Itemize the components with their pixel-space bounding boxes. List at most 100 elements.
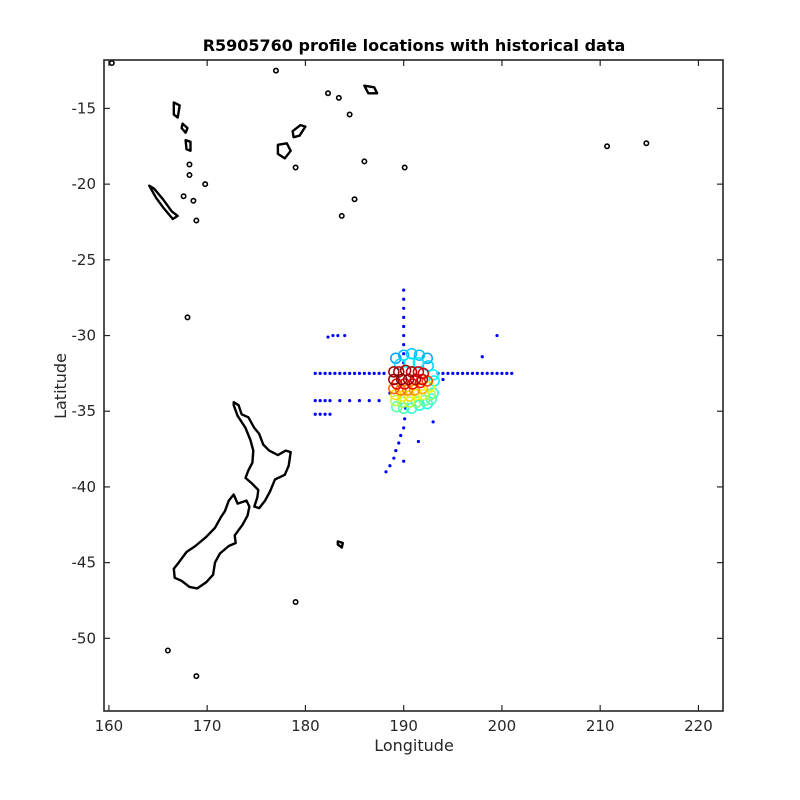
island-outline (202, 181, 209, 188)
historical-point (394, 449, 398, 453)
coastline-outline (172, 101, 181, 119)
coastline-outline (336, 540, 344, 549)
profile-point (388, 373, 400, 386)
x-tick-label: 160 (95, 717, 124, 735)
historical-point (357, 371, 362, 375)
historical-point (402, 315, 406, 319)
historical-point (377, 371, 381, 375)
historical-point (372, 371, 376, 375)
historical-point (446, 371, 450, 375)
island-outline (604, 143, 611, 150)
historical-point (367, 371, 371, 375)
coastline-outline (291, 123, 307, 139)
island-outline (325, 90, 332, 97)
historical-point (505, 371, 509, 375)
historical-point (328, 371, 332, 375)
historical-point (456, 371, 460, 375)
historical-point (352, 371, 357, 375)
historical-point (470, 371, 475, 375)
profile-point (417, 367, 430, 380)
y-tick-label: -20 (72, 175, 97, 193)
profile-point (402, 373, 415, 386)
historical-point (348, 399, 352, 403)
historical-point (333, 371, 337, 375)
x-tick-label: 200 (488, 717, 517, 735)
x-tick-label: 170 (193, 717, 222, 735)
historical-point (318, 412, 322, 416)
island-outline (346, 111, 353, 118)
island-outline (401, 164, 408, 171)
profile-point (409, 373, 422, 386)
x-tick-label: 180 (291, 717, 320, 735)
historical-point (362, 371, 366, 375)
historical-point (338, 399, 342, 403)
chart-title: R5905760 profile locations with historic… (203, 36, 626, 55)
island-outline (292, 598, 299, 605)
historical-point (343, 333, 347, 338)
historical-point (416, 439, 421, 444)
historical-point (318, 399, 322, 403)
x-tick-label: 190 (389, 717, 418, 735)
island-outline (184, 314, 191, 321)
coastline-outline (363, 84, 379, 95)
historical-point (495, 371, 499, 375)
x-tick-label: 210 (586, 717, 615, 735)
historical-point (397, 441, 401, 445)
island-outline (190, 197, 197, 204)
y-tick-label: -30 (72, 327, 97, 345)
profile-point (424, 388, 436, 401)
float-profiles (388, 347, 440, 414)
historical-point (326, 335, 330, 339)
profile-point (417, 388, 430, 401)
historical-point (441, 377, 445, 382)
y-tick-label: -40 (72, 478, 97, 496)
coastline-outline (180, 122, 189, 134)
historical-point (402, 288, 406, 292)
historical-point (480, 371, 484, 375)
historical-point (382, 371, 386, 375)
historical-point (480, 355, 484, 359)
historical-point (331, 333, 335, 338)
historical-point (357, 399, 362, 403)
historical-point (500, 371, 504, 375)
historical-point (475, 371, 479, 375)
historical-point (313, 371, 317, 375)
island-outline (361, 158, 368, 165)
profile-point (416, 373, 429, 386)
historical-point (384, 470, 388, 474)
historical-point (402, 297, 406, 301)
island-outline (351, 196, 358, 203)
historical-point (402, 352, 406, 356)
historical-point (402, 333, 406, 338)
island-outline (193, 673, 200, 680)
island-outline (292, 164, 299, 171)
y-tick-label: -50 (72, 629, 97, 647)
historical-point (402, 324, 406, 329)
historical-point (338, 371, 342, 375)
historical-point (431, 420, 435, 424)
island-outline (108, 60, 115, 67)
axes-frame (103, 59, 724, 712)
y-tick-label: -25 (72, 251, 97, 269)
island-outline (193, 217, 200, 224)
profile-point (390, 352, 402, 364)
historical-point (510, 371, 514, 375)
x-tick-label: 220 (684, 717, 713, 735)
historical-point (392, 456, 396, 460)
historical-point (441, 371, 445, 375)
historical-point (461, 371, 465, 375)
profile-point (421, 352, 434, 364)
historical-point (403, 417, 407, 421)
island-outline (186, 161, 193, 168)
historical-point (490, 371, 494, 375)
historical-point (323, 412, 327, 416)
profile-point (396, 396, 409, 408)
historical-point (336, 333, 340, 338)
x-axis-label: Longitude (374, 736, 454, 755)
historical-point (313, 412, 317, 416)
y-tick-label: -15 (72, 99, 97, 117)
historical-point (367, 399, 371, 403)
historical-point (348, 371, 352, 375)
profile-point (388, 366, 400, 378)
